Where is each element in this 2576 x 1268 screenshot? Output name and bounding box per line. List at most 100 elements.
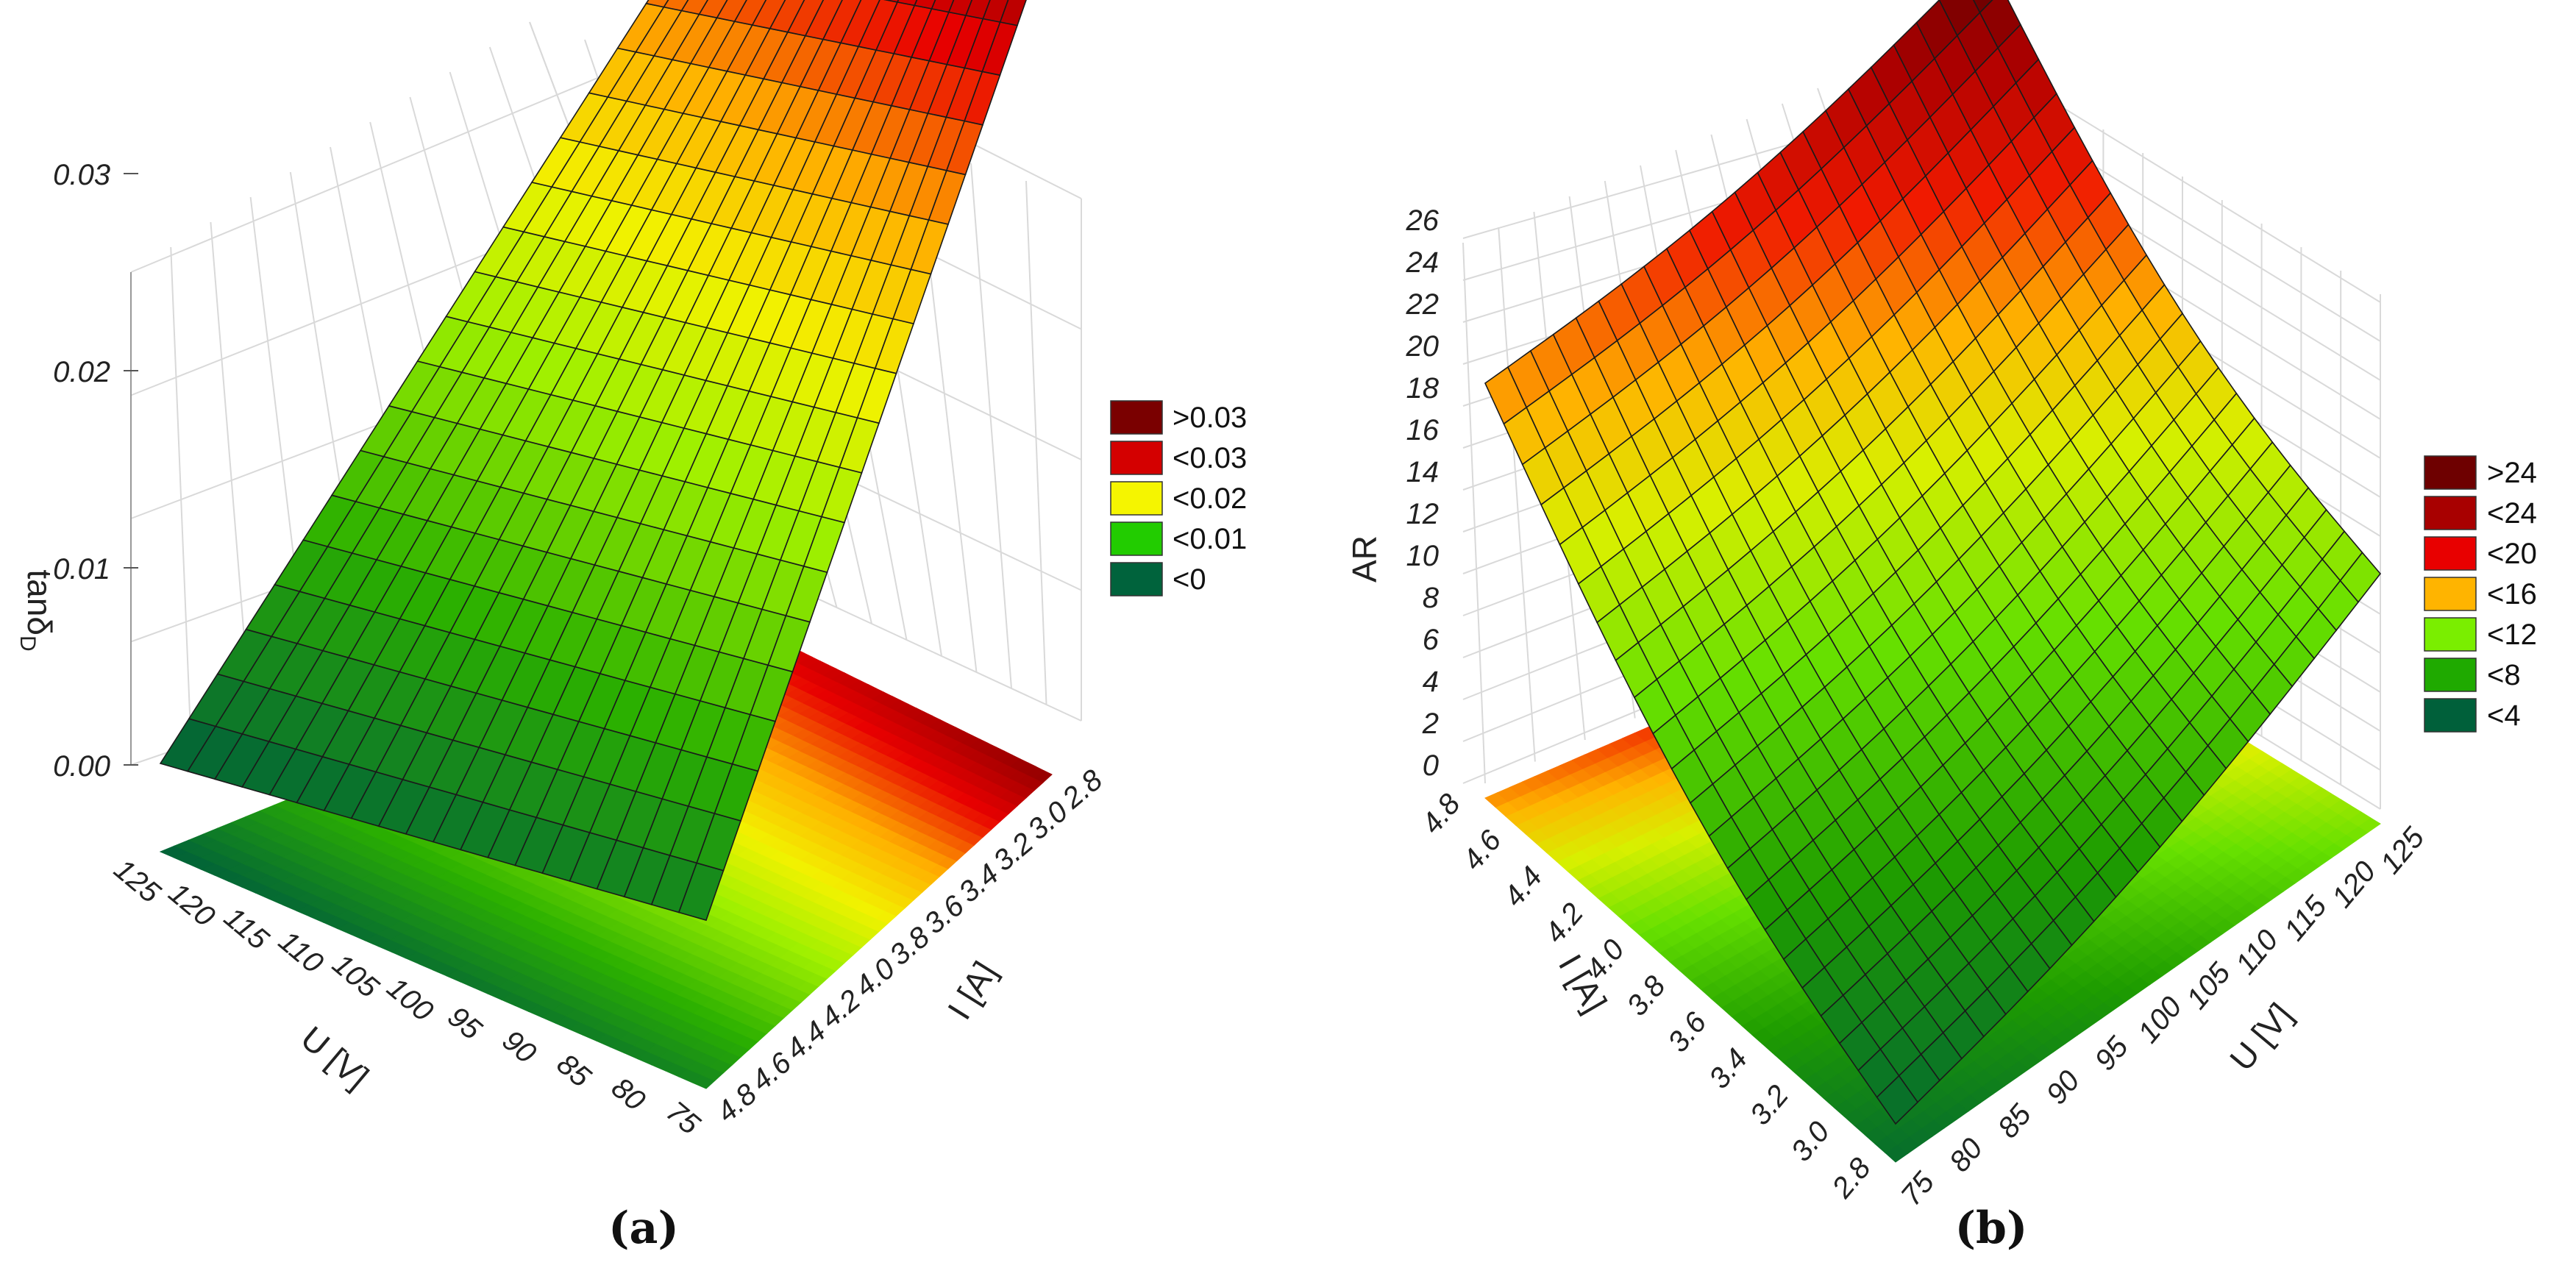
i-tick-label: 3.2 bbox=[987, 827, 1039, 877]
i-tick-label: 4.4 bbox=[780, 1015, 832, 1066]
surface-cell bbox=[804, 0, 843, 40]
legend-label: >24 bbox=[2487, 457, 2537, 489]
legend-swatch bbox=[2424, 617, 2477, 652]
legend-swatch bbox=[1110, 400, 1163, 435]
u-tick-label: 80 bbox=[605, 1072, 651, 1117]
i-tick-label: 2.8 bbox=[1826, 1152, 1878, 1205]
i-tick-label: 3.4 bbox=[1703, 1043, 1754, 1095]
gridline bbox=[1462, 242, 1486, 784]
gridline bbox=[1498, 227, 1536, 762]
legend-label: <0 bbox=[1173, 563, 1206, 596]
surface-cell bbox=[999, 0, 1027, 26]
z-axis-label: tanδD bbox=[15, 569, 59, 651]
legend-label: <20 bbox=[2487, 538, 2537, 570]
u-tick-label: 105 bbox=[326, 948, 385, 1005]
caption-a: (a) bbox=[608, 1203, 679, 1254]
z-tick-label: 0.02 bbox=[53, 356, 110, 388]
u-tick-label: 120 bbox=[163, 877, 221, 933]
response-surface bbox=[1484, 0, 2382, 1125]
z-tick-label: 0 bbox=[1423, 749, 1439, 782]
surface-cell bbox=[1972, 0, 1993, 14]
legend-swatch bbox=[2424, 577, 2477, 611]
legend: >0.03 <0.03 <0.02 <0.01 <0 bbox=[1110, 400, 1247, 596]
legend-label: <4 bbox=[2487, 699, 2521, 732]
surface-cell bbox=[839, 0, 880, 48]
u-tick-label: 125 bbox=[108, 853, 167, 910]
u-tick-label: 90 bbox=[497, 1024, 542, 1069]
u-tick-label: 95 bbox=[2088, 1030, 2135, 1077]
surface-cell bbox=[965, 0, 991, 20]
i-tick-label: 4.4 bbox=[1498, 861, 1548, 913]
legend-swatch bbox=[1110, 441, 1163, 475]
legend-label: <0.01 bbox=[1173, 523, 1247, 555]
z-axis-label-subscript: D bbox=[15, 635, 40, 652]
z-tick-label: 0.01 bbox=[53, 553, 110, 585]
surface-cell bbox=[733, 0, 767, 26]
chart-panel-b: 0 2 4 6 8 10 12 14 16 18 20 22 24 26 4.8 4.6 4.4 4.2 4.0 3.… bbox=[1288, 0, 2576, 1268]
legend-swatch bbox=[1110, 521, 1163, 556]
z-tick-label: 6 bbox=[1423, 624, 1440, 656]
i-tick-label: 4.6 bbox=[1456, 824, 1508, 876]
surface-cell bbox=[1876, 1075, 1919, 1125]
floor-cell bbox=[1034, 770, 1053, 783]
legend-swatch bbox=[2424, 496, 2477, 530]
legend-swatch bbox=[2424, 536, 2477, 571]
legend-label: <24 bbox=[2487, 497, 2537, 530]
u-tick-label: 85 bbox=[1992, 1098, 2038, 1144]
z-tick-label: 24 bbox=[1406, 246, 1440, 279]
legend-swatch bbox=[1110, 481, 1163, 516]
legend-swatch bbox=[1110, 562, 1163, 596]
u-tick-label: 120 bbox=[2326, 855, 2383, 913]
surface-cell bbox=[931, 0, 955, 13]
i-tick-label: 4.2 bbox=[1539, 897, 1590, 950]
i-tick-label: 3.0 bbox=[1785, 1116, 1836, 1168]
i-tick-label: 3.2 bbox=[1744, 1079, 1795, 1131]
i-tick-label: 3.6 bbox=[1662, 1006, 1713, 1058]
u-tick-label: 90 bbox=[2040, 1064, 2086, 1110]
u-tick-label: 110 bbox=[272, 925, 329, 980]
z-tick-label: 8 bbox=[1423, 582, 1440, 614]
surface-cell bbox=[645, 0, 669, 8]
i-tick-label: 3.4 bbox=[953, 858, 1005, 908]
u-tick-label: 85 bbox=[551, 1047, 597, 1094]
u-tick-label: 80 bbox=[1943, 1132, 1989, 1178]
i-tick-label: 4.0 bbox=[849, 952, 901, 1003]
surface-chart-b: 024681012141618202224264.84.64.44.24.03.… bbox=[1345, 0, 2537, 1254]
z-axis-label-main: tan bbox=[21, 569, 59, 616]
y-axis-label: I [A] bbox=[940, 955, 1004, 1026]
i-tick-label: 4.8 bbox=[1415, 788, 1467, 840]
i-tick-label: 4.2 bbox=[814, 983, 867, 1034]
u-tick-label: 105 bbox=[2180, 956, 2237, 1015]
legend-label: >0.03 bbox=[1173, 402, 1247, 434]
z-tick-label: 22 bbox=[1406, 288, 1440, 321]
z-tick-label: 0.00 bbox=[53, 750, 110, 783]
surface-cell bbox=[883, 0, 900, 3]
legend-label: <16 bbox=[2487, 578, 2537, 610]
legend-label: <0.03 bbox=[1173, 442, 1247, 474]
surface-cell bbox=[914, 0, 936, 10]
response-surface bbox=[159, 0, 1027, 922]
z-tick-label: 14 bbox=[1406, 456, 1440, 488]
legend-label: <0.02 bbox=[1173, 482, 1247, 515]
legend-swatch bbox=[2424, 658, 2477, 692]
x-axis-label: U [V] bbox=[2222, 996, 2300, 1078]
surface-chart-a: 0.000.010.020.030.0412512011511010510095… bbox=[15, 0, 1247, 1254]
surface-cell bbox=[751, 0, 786, 29]
z-tick-label: 10 bbox=[1406, 540, 1440, 572]
u-tick-label: 75 bbox=[660, 1095, 706, 1141]
surface-cell bbox=[663, 0, 689, 12]
u-tick-label: 100 bbox=[381, 972, 439, 1028]
x-axis-label: U [V] bbox=[293, 1019, 376, 1097]
u-tick-label: 115 bbox=[2278, 890, 2333, 947]
gridline bbox=[1025, 180, 1047, 705]
surface-cell bbox=[896, 0, 918, 7]
u-tick-label: 115 bbox=[218, 901, 275, 956]
z-tick-label: 2 bbox=[1422, 708, 1439, 740]
gridline bbox=[970, 163, 1012, 689]
z-tick-label: 16 bbox=[1406, 414, 1440, 446]
legend-label: <12 bbox=[2487, 619, 2537, 651]
gridline bbox=[170, 246, 192, 745]
caption-b: (b) bbox=[1955, 1203, 2028, 1254]
surface-cell bbox=[769, 0, 805, 33]
z-tick-label: 18 bbox=[1406, 372, 1440, 405]
